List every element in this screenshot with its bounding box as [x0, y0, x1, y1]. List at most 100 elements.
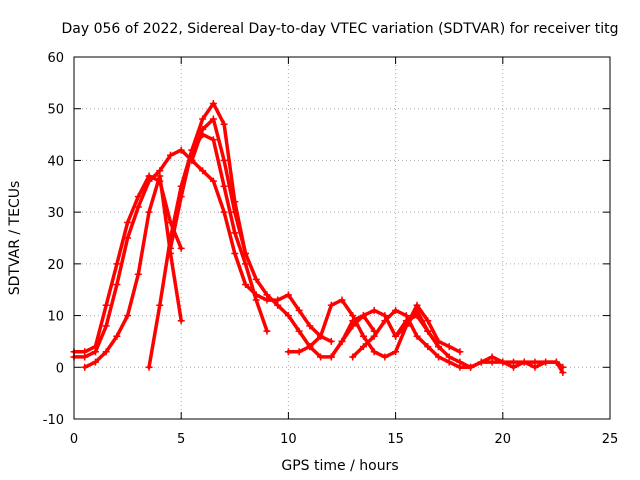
data-point	[199, 125, 207, 133]
x-tick-label: 20	[495, 432, 512, 447]
data-point	[359, 312, 367, 320]
data-point	[263, 327, 271, 335]
y-tick-label: 0	[56, 361, 64, 376]
data-point	[381, 317, 389, 325]
data-point	[456, 358, 464, 366]
data-point	[113, 281, 121, 289]
y-tick-label: 30	[47, 206, 64, 221]
series-trace	[82, 174, 183, 370]
data-point	[327, 353, 335, 361]
data-point	[402, 317, 410, 325]
data-point	[552, 358, 560, 366]
data-point	[531, 363, 539, 371]
data-point	[91, 358, 99, 366]
data-point	[156, 172, 164, 180]
data-point	[242, 250, 250, 258]
y-tick-label: 60	[47, 51, 64, 66]
series-trace	[72, 148, 334, 359]
data-point	[199, 115, 207, 123]
series-trace	[147, 132, 269, 370]
data-point	[209, 136, 217, 144]
data-point	[542, 358, 550, 366]
series-arc-6	[188, 115, 250, 258]
x-tick-label: 0	[70, 432, 78, 447]
data-point	[559, 368, 567, 376]
data-point	[327, 301, 335, 309]
data-point	[327, 337, 335, 345]
data-point	[295, 327, 303, 335]
data-point	[220, 182, 228, 190]
data-point	[306, 322, 314, 330]
data-point	[81, 363, 89, 371]
data-point	[317, 332, 325, 340]
data-point	[413, 312, 421, 320]
x-tick-label: 10	[280, 432, 297, 447]
data-point	[349, 322, 357, 330]
data-point	[349, 312, 357, 320]
data-point	[434, 343, 442, 351]
data-point	[134, 203, 142, 211]
data-point	[295, 306, 303, 314]
data-point	[134, 270, 142, 278]
data-point	[81, 348, 89, 356]
data-point	[102, 301, 110, 309]
data-point	[177, 193, 185, 201]
data-point	[231, 229, 239, 237]
data-point	[349, 353, 357, 361]
data-point	[295, 348, 303, 356]
data-points	[70, 100, 567, 376]
data-point	[91, 343, 99, 351]
data-point	[359, 332, 367, 340]
series-arc-3	[81, 172, 185, 371]
data-point	[124, 312, 132, 320]
data-point	[381, 353, 389, 361]
data-point	[424, 317, 432, 325]
series-trace	[393, 313, 565, 375]
axis-ticks: 0 5 10 15 20 25 -10 0 10 20 30 40 50 60	[43, 51, 619, 447]
data-point	[424, 327, 432, 335]
data-point	[188, 156, 196, 164]
x-tick-label: 5	[177, 432, 185, 447]
data-point	[338, 296, 346, 304]
data-point	[306, 343, 314, 351]
data-point	[252, 275, 260, 283]
data-point	[467, 363, 475, 371]
data-point	[177, 244, 185, 252]
data-point	[499, 358, 507, 366]
data-point	[145, 172, 153, 180]
x-tick-label: 15	[387, 432, 404, 447]
data-point	[370, 306, 378, 314]
y-tick-label: -10	[43, 413, 64, 428]
data-point	[317, 353, 325, 361]
data-point	[209, 177, 217, 185]
data-point	[177, 317, 185, 325]
data-point	[220, 156, 228, 164]
data-point	[199, 167, 207, 175]
y-tick-label: 10	[47, 310, 64, 325]
data-point	[370, 332, 378, 340]
data-point	[284, 291, 292, 299]
data-point	[434, 353, 442, 361]
data-point	[445, 343, 453, 351]
y-tick-label: 40	[47, 154, 64, 169]
data-point	[456, 348, 464, 356]
data-point	[113, 332, 121, 340]
data-point	[424, 343, 432, 351]
data-point	[102, 348, 110, 356]
data-point	[445, 353, 453, 361]
data-point	[274, 301, 282, 309]
data-point	[477, 358, 485, 366]
data-point	[263, 291, 271, 299]
data-point	[177, 146, 185, 154]
data-point	[113, 260, 121, 268]
data-point	[413, 332, 421, 340]
data-point	[124, 218, 132, 226]
data-point	[231, 208, 239, 216]
data-point	[220, 120, 228, 128]
data-point	[338, 337, 346, 345]
data-point	[166, 244, 174, 252]
data-point	[392, 332, 400, 340]
data-point	[102, 322, 110, 330]
data-point	[252, 296, 260, 304]
